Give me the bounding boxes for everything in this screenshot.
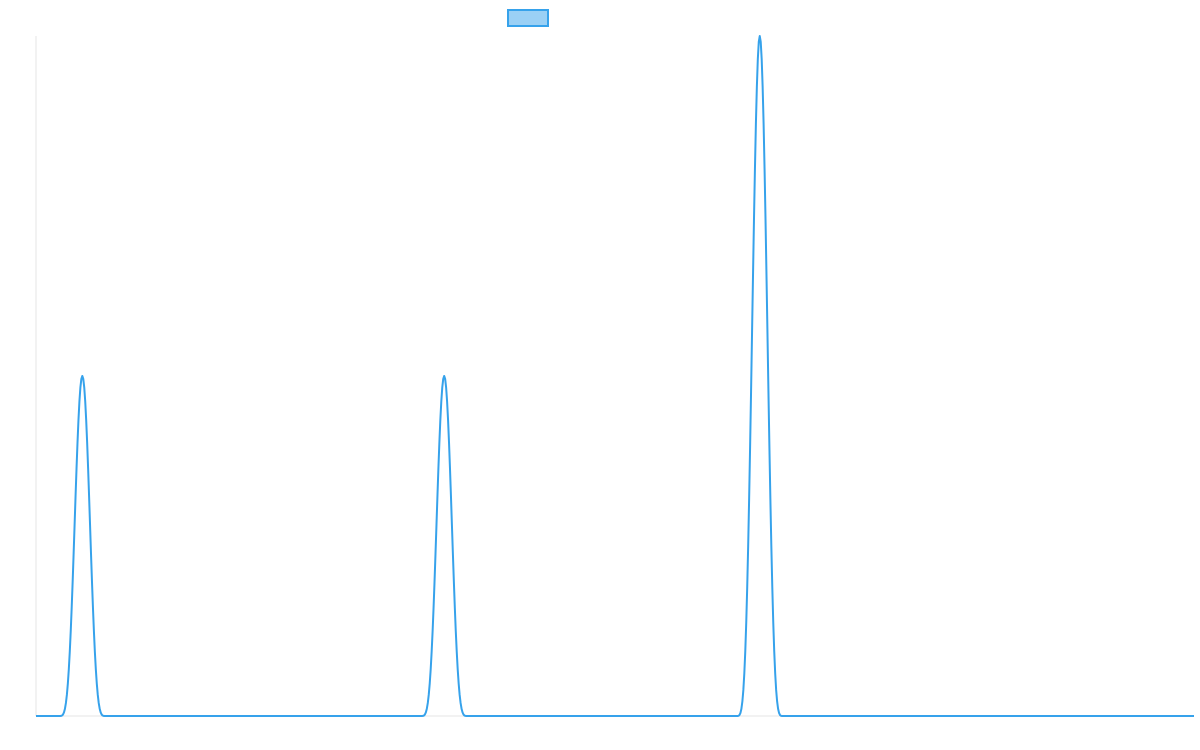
series-line-0 bbox=[35, 35, 1195, 717]
legend[interactable] bbox=[507, 9, 549, 27]
axes bbox=[35, 36, 1194, 717]
series-layer bbox=[35, 35, 1195, 717]
legend-swatch-0[interactable] bbox=[507, 9, 549, 27]
